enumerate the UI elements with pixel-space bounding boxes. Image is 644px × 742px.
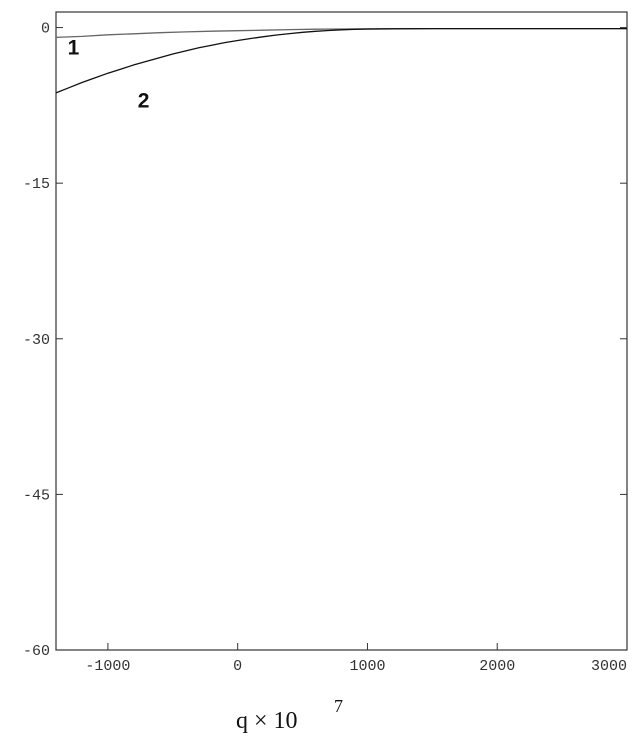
x-axis-label: q × 10 7 xyxy=(236,696,343,734)
y-tick-label: -30 xyxy=(23,332,50,349)
series-group xyxy=(55,27,627,94)
y-tick-label: -60 xyxy=(23,643,50,660)
x-tick-label: -1000 xyxy=(85,658,130,675)
series-2-label: 2 xyxy=(138,89,150,112)
y-axis-ticks: 0 -15 -30 -45 -60 xyxy=(23,21,627,660)
x-axis-ticks: -1000 0 1000 2000 3000 xyxy=(85,643,628,675)
x-axis-label-base: q × 10 xyxy=(236,708,298,734)
curve-labels: 12 xyxy=(68,37,150,113)
x-tick-label: 3000 xyxy=(591,658,627,675)
x-tick-label: 2000 xyxy=(479,658,515,675)
y-tick-label: -45 xyxy=(23,487,50,504)
x-tick-label: 0 xyxy=(233,658,242,675)
x-tick-label: 1000 xyxy=(349,658,385,675)
y-tick-label: -15 xyxy=(23,176,50,193)
series-2-line xyxy=(55,27,627,94)
x-axis-label-exponent: 7 xyxy=(334,696,343,716)
plot-frame xyxy=(55,11,628,651)
y-tick-label: 0 xyxy=(41,21,50,38)
series-1-label: 1 xyxy=(68,37,80,60)
